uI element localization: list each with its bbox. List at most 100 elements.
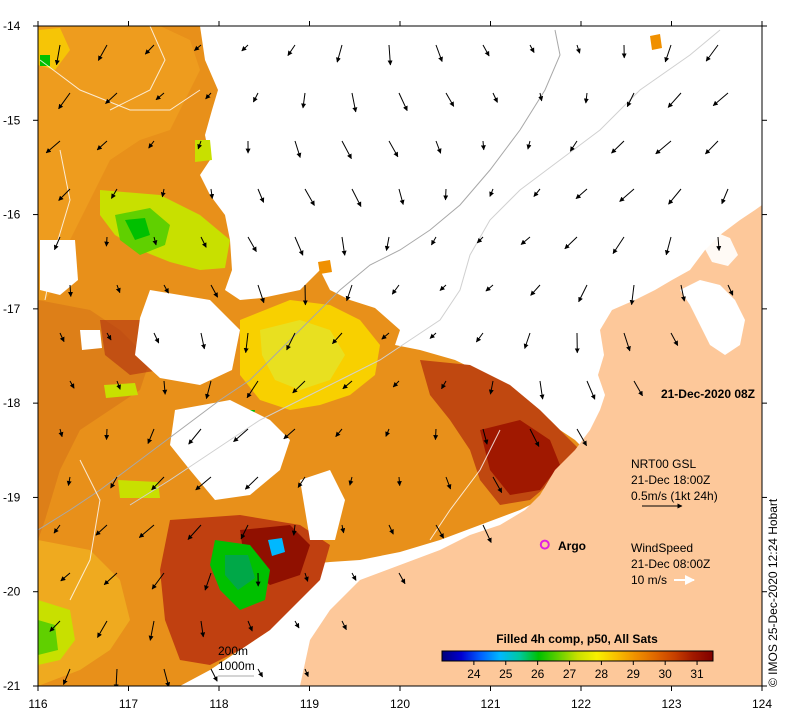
x-tick-label: 124 bbox=[752, 697, 772, 711]
current-vector bbox=[97, 44, 108, 61]
current-vector bbox=[578, 284, 588, 303]
x-tick-label: 122 bbox=[571, 697, 591, 711]
current-vector bbox=[439, 284, 447, 291]
current-vector bbox=[96, 140, 108, 151]
current-vector bbox=[294, 236, 304, 256]
current-vector bbox=[257, 188, 265, 203]
current-vector bbox=[529, 44, 535, 53]
y-tick-label: -19 bbox=[3, 490, 21, 504]
current-vector bbox=[62, 668, 71, 685]
current-vector bbox=[433, 428, 439, 441]
wind-legend-line1: WindSpeed bbox=[631, 541, 693, 555]
current-vector bbox=[197, 140, 203, 150]
current-vector bbox=[626, 92, 635, 108]
current-vector bbox=[151, 572, 165, 590]
current-vector bbox=[188, 428, 202, 445]
current-vector bbox=[583, 92, 589, 104]
current-vector bbox=[667, 92, 682, 108]
current-vector bbox=[294, 620, 300, 629]
current-vector bbox=[530, 284, 541, 296]
current-vector bbox=[335, 428, 343, 438]
current-vector bbox=[482, 44, 490, 57]
current-vector bbox=[480, 140, 486, 151]
current-vector bbox=[680, 284, 686, 302]
king-sound bbox=[680, 280, 745, 355]
current-vector bbox=[241, 44, 249, 52]
current-vector bbox=[575, 44, 581, 54]
current-vector bbox=[103, 572, 118, 586]
current-vector bbox=[388, 140, 399, 158]
current-vector bbox=[59, 332, 65, 343]
current-vector bbox=[529, 428, 540, 447]
current-vector bbox=[205, 92, 212, 100]
colorbar-tick-label: 29 bbox=[627, 667, 641, 681]
current-vector bbox=[705, 140, 719, 155]
current-vector bbox=[53, 524, 61, 534]
current-vector bbox=[351, 572, 357, 581]
current-vector bbox=[429, 332, 437, 339]
y-tick-label: -14 bbox=[3, 19, 21, 33]
current-vector bbox=[110, 476, 118, 489]
current-vector bbox=[475, 332, 484, 343]
wind-legend: WindSpeed 21-Dec 08:00Z 10 m/s bbox=[631, 541, 710, 587]
current-vector bbox=[233, 428, 249, 443]
credit-label: © IMOS 25-Dec-2020 12:24 Hobart bbox=[766, 498, 780, 687]
current-vector bbox=[441, 380, 447, 390]
current-vector bbox=[611, 140, 625, 154]
current-vector bbox=[54, 236, 61, 251]
y-axis: -14 -15 -16 -17 -18 -19 -20 -21 bbox=[3, 19, 767, 693]
x-tick-label: 123 bbox=[661, 697, 681, 711]
current-vector bbox=[240, 524, 249, 540]
x-tick-label: 117 bbox=[119, 697, 138, 711]
y-tick-label: -21 bbox=[3, 679, 21, 693]
current-vector bbox=[586, 380, 596, 400]
current-vector bbox=[398, 572, 406, 585]
current-vector bbox=[485, 284, 494, 292]
current-vector bbox=[348, 476, 354, 486]
current-vector bbox=[105, 92, 118, 104]
colorbar-tick-label: 24 bbox=[467, 667, 481, 681]
current-vector bbox=[97, 620, 108, 638]
current-vector bbox=[668, 188, 682, 205]
current-vector bbox=[381, 332, 390, 340]
current-vector bbox=[294, 140, 302, 159]
current-vector bbox=[152, 236, 158, 246]
colorbar-tick-label: 30 bbox=[658, 667, 672, 681]
current-vector bbox=[345, 284, 353, 302]
current-vector bbox=[286, 332, 296, 351]
y-tick-label: -18 bbox=[3, 396, 21, 410]
current-vector bbox=[247, 236, 257, 253]
current-vector bbox=[292, 380, 306, 394]
current-vector bbox=[115, 284, 121, 294]
current-vector bbox=[575, 188, 588, 200]
current-vector bbox=[391, 284, 400, 295]
current-vector bbox=[445, 92, 455, 107]
current-vector bbox=[564, 236, 578, 250]
current-legend: NRT00 GSL 21-Dec 18:00Z 0.5m/s (1kt 24h) bbox=[631, 457, 718, 509]
current-vector bbox=[147, 428, 155, 444]
current-vector bbox=[569, 140, 578, 152]
current-vector bbox=[623, 332, 631, 352]
current-vector bbox=[110, 188, 118, 199]
current-vector bbox=[533, 188, 541, 197]
current-vector bbox=[257, 284, 265, 304]
current-vector bbox=[396, 476, 402, 487]
land-mass bbox=[300, 205, 762, 686]
current-vector bbox=[392, 380, 400, 388]
current-vector bbox=[252, 92, 259, 103]
current-vector bbox=[148, 140, 155, 149]
current-vector bbox=[435, 524, 445, 539]
current-vector bbox=[341, 236, 347, 256]
current-vector bbox=[351, 188, 362, 207]
current-vector bbox=[210, 284, 219, 298]
current-vector bbox=[431, 236, 437, 246]
colorbar-ticks: 24 25 26 27 28 29 30 31 bbox=[467, 661, 704, 681]
current-vector bbox=[435, 140, 442, 154]
y-tick-label: -17 bbox=[3, 302, 21, 316]
x-tick-label: 118 bbox=[209, 697, 228, 711]
current-vector bbox=[301, 92, 307, 109]
current-legend-line2: 21-Dec 18:00Z bbox=[631, 473, 710, 487]
current-vector bbox=[200, 332, 206, 350]
current-vector bbox=[520, 236, 531, 245]
